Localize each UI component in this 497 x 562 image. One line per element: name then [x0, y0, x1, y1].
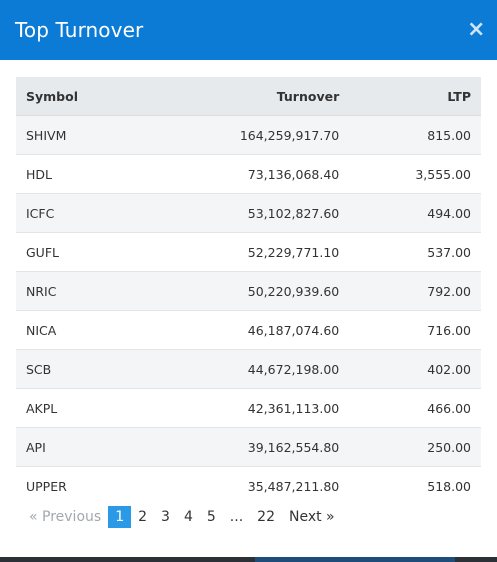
- previous-page-link[interactable]: « Previous: [29, 509, 102, 525]
- symbol-cell: SHIVM: [16, 115, 142, 155]
- table-row: API 39,162,554.80 250.00: [16, 427, 481, 467]
- ltp-cell: 815.00: [349, 115, 481, 155]
- pagination-ellipsis: ...: [229, 509, 244, 525]
- turnover-cell: 73,136,068.40: [141, 154, 350, 194]
- ltp-cell: 494.00: [349, 193, 481, 233]
- table-row: UPPER 35,487,211.80 518.00: [16, 466, 481, 505]
- column-header-symbol[interactable]: Symbol: [16, 77, 142, 116]
- symbol-cell: UPPER: [16, 466, 142, 505]
- background-page-strip: [0, 557, 497, 562]
- table-row: SHIVM 164,259,917.70 815.00: [16, 115, 481, 155]
- ltp-cell: 792.00: [349, 271, 481, 311]
- turnover-cell: 44,672,198.00: [141, 349, 350, 389]
- symbol-cell: AKPL: [16, 388, 142, 428]
- turnover-cell: 50,220,939.60: [141, 271, 350, 311]
- turnover-cell: 35,487,211.80: [141, 466, 350, 505]
- close-icon[interactable]: ×: [467, 17, 486, 42]
- page-link-5[interactable]: 5: [206, 509, 216, 525]
- turnover-cell: 52,229,771.10: [141, 232, 350, 272]
- symbol-cell: API: [16, 427, 142, 467]
- table-row: SCB 44,672,198.00 402.00: [16, 349, 481, 389]
- next-page-link[interactable]: Next »: [288, 509, 335, 525]
- turnover-table: Symbol Turnover LTP SHIVM 164,259,917.70…: [16, 77, 481, 505]
- ltp-cell: 466.00: [349, 388, 481, 428]
- modal-header: Top Turnover ×: [0, 0, 497, 60]
- page-link-last[interactable]: 22: [257, 509, 275, 525]
- ltp-cell: 537.00: [349, 232, 481, 272]
- ltp-cell: 518.00: [349, 466, 481, 505]
- symbol-cell: HDL: [16, 154, 142, 194]
- symbol-cell: NRIC: [16, 271, 142, 311]
- ltp-cell: 3,555.00: [349, 154, 481, 194]
- turnover-cell: 164,259,917.70: [141, 115, 350, 155]
- symbol-cell: ICFC: [16, 193, 142, 233]
- turnover-cell: 42,361,113.00: [141, 388, 350, 428]
- table-row: HDL 73,136,068.40 3,555.00: [16, 154, 481, 194]
- ltp-cell: 716.00: [349, 310, 481, 350]
- table-row: GUFL 52,229,771.10 537.00: [16, 232, 481, 272]
- table-row: ICFC 53,102,827.60 494.00: [16, 193, 481, 233]
- modal-title: Top Turnover: [15, 18, 144, 42]
- turnover-cell: 46,187,074.60: [141, 310, 350, 350]
- background-panel-edge: [255, 557, 455, 562]
- table-row: NRIC 50,220,939.60 792.00: [16, 271, 481, 311]
- turnover-cell: 53,102,827.60: [141, 193, 350, 233]
- table-row: AKPL 42,361,113.00 466.00: [16, 388, 481, 428]
- symbol-cell: SCB: [16, 349, 142, 389]
- ltp-cell: 402.00: [349, 349, 481, 389]
- symbol-cell: NICA: [16, 310, 142, 350]
- page-link-1[interactable]: 1: [108, 506, 132, 528]
- column-header-turnover[interactable]: Turnover: [141, 77, 350, 116]
- page-link-2[interactable]: 2: [138, 509, 148, 525]
- table-header-row: Symbol Turnover LTP: [16, 77, 481, 116]
- page-link-4[interactable]: 4: [183, 509, 193, 525]
- turnover-cell: 39,162,554.80: [141, 427, 350, 467]
- column-header-ltp[interactable]: LTP: [349, 77, 481, 116]
- pagination: « Previous 1 2 3 4 5 ... 22 Next »: [22, 506, 342, 528]
- symbol-cell: GUFL: [16, 232, 142, 272]
- table-row: NICA 46,187,074.60 716.00: [16, 310, 481, 350]
- page-link-3[interactable]: 3: [161, 509, 170, 525]
- ltp-cell: 250.00: [349, 427, 481, 467]
